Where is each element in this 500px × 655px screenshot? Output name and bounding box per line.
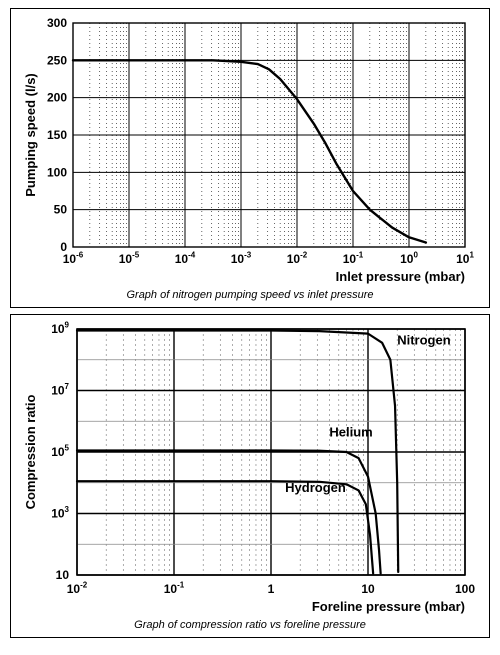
chart2-label-nitrogen: Nitrogen xyxy=(397,332,451,347)
svg-text:10-4: 10-4 xyxy=(175,251,196,266)
svg-text:10-1: 10-1 xyxy=(164,581,185,596)
chart1-svg: 05010015020025030010-610-510-410-310-210… xyxy=(17,15,477,287)
chart2-label-hydrogen: Hydrogen xyxy=(285,480,346,495)
chart2-caption: Graph of compression ratio vs foreline p… xyxy=(17,617,483,635)
svg-text:10-2: 10-2 xyxy=(287,251,308,266)
svg-text:100: 100 xyxy=(455,582,475,596)
chart2-label-helium: Helium xyxy=(329,425,372,440)
svg-text:10: 10 xyxy=(56,568,70,582)
chart1-panel: 05010015020025030010-610-510-410-310-210… xyxy=(10,8,490,308)
svg-text:10-6: 10-6 xyxy=(63,251,84,266)
svg-text:100: 100 xyxy=(400,251,418,266)
svg-text:103: 103 xyxy=(51,505,69,520)
chart2-svg: Nitrogen Helium Hydrogen 10 103 105 107 109 10-2… xyxy=(17,321,477,617)
chart2-xlabel: Foreline pressure (mbar) xyxy=(312,599,465,614)
svg-text:50: 50 xyxy=(54,203,68,217)
page: 05010015020025030010-610-510-410-310-210… xyxy=(0,0,500,655)
svg-text:200: 200 xyxy=(47,91,67,105)
chart1-xlabel: Inlet pressure (mbar) xyxy=(336,269,465,284)
svg-text:105: 105 xyxy=(51,444,69,459)
svg-text:300: 300 xyxy=(47,16,67,30)
svg-text:10-5: 10-5 xyxy=(119,251,140,266)
chart1-caption: Graph of nitrogen pumping speed vs inlet… xyxy=(17,287,483,305)
svg-text:10: 10 xyxy=(361,582,375,596)
chart2-ylabel: Compression ratio xyxy=(23,395,38,510)
svg-text:100: 100 xyxy=(47,165,67,179)
svg-text:150: 150 xyxy=(47,128,67,142)
chart1-ylabel: Pumping speed (l/s) xyxy=(23,73,38,197)
svg-text:10-2: 10-2 xyxy=(67,581,88,596)
svg-text:101: 101 xyxy=(456,251,474,266)
svg-text:250: 250 xyxy=(47,53,67,67)
svg-text:1: 1 xyxy=(268,582,275,596)
svg-text:10-1: 10-1 xyxy=(343,251,364,266)
svg-text:109: 109 xyxy=(51,321,69,336)
chart2-panel: Nitrogen Helium Hydrogen 10 103 105 107 109 10-2… xyxy=(10,314,490,638)
svg-text:10-3: 10-3 xyxy=(231,251,252,266)
svg-text:107: 107 xyxy=(51,382,69,397)
